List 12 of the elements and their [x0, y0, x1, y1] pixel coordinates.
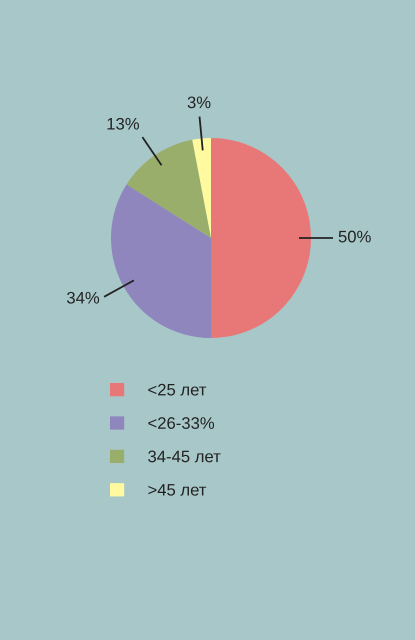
- legend-label: 34-45 лет: [148, 450, 221, 462]
- data-label: 13%: [108, 118, 140, 130]
- pie-slice: [126, 140, 211, 238]
- pie-slice: [192, 138, 211, 238]
- data-label: 50%: [338, 230, 371, 242]
- legend-label: <25 лет: [148, 384, 206, 396]
- data-label: 34%: [66, 292, 100, 304]
- pie-slice: [111, 184, 211, 338]
- pie-slice: [211, 138, 311, 338]
- legend-label: <26-33%: [148, 417, 214, 429]
- legend-label: >45 лет: [148, 484, 206, 496]
- data-label: 3%: [188, 96, 210, 108]
